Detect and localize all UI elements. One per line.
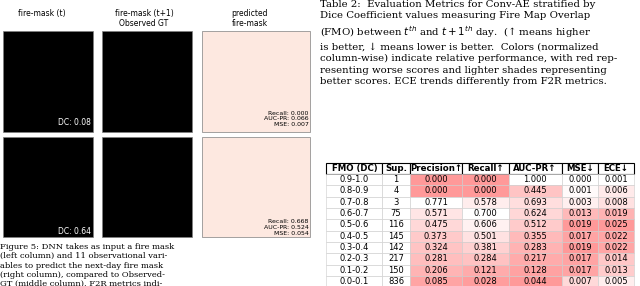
Text: Recall: 0.000
AUC-PR: 0.066
MSE: 0.007: Recall: 0.000 AUC-PR: 0.066 MSE: 0.007 (264, 111, 309, 127)
Bar (102, 31, 192, 132)
Text: DC: 0.08: DC: 0.08 (58, 118, 91, 127)
Text: DC: 0.64: DC: 0.64 (58, 227, 91, 236)
Text: Recall: 0.668
AUC-PR: 0.524
MSE: 0.054: Recall: 0.668 AUC-PR: 0.524 MSE: 0.054 (264, 219, 309, 236)
Text: Figure 5: DNN takes as input a fire mask
(left column) and 11 observational vari: Figure 5: DNN takes as input a fire mask… (0, 243, 174, 286)
Bar (102, 137, 192, 237)
Bar (202, 31, 310, 132)
Bar (3, 137, 93, 237)
Text: fire-mask (t): fire-mask (t) (18, 9, 65, 17)
Text: fire-mask (t+1)
Observed GT: fire-mask (t+1) Observed GT (115, 9, 173, 28)
Text: predicted
fire-mask: predicted fire-mask (231, 9, 268, 28)
Text: Table 2:  Evaluation Metrics for Conv-AE stratified by
Dice Coefficient values m: Table 2: Evaluation Metrics for Conv-AE … (320, 0, 617, 86)
Bar (202, 137, 310, 237)
Bar (3, 31, 93, 132)
